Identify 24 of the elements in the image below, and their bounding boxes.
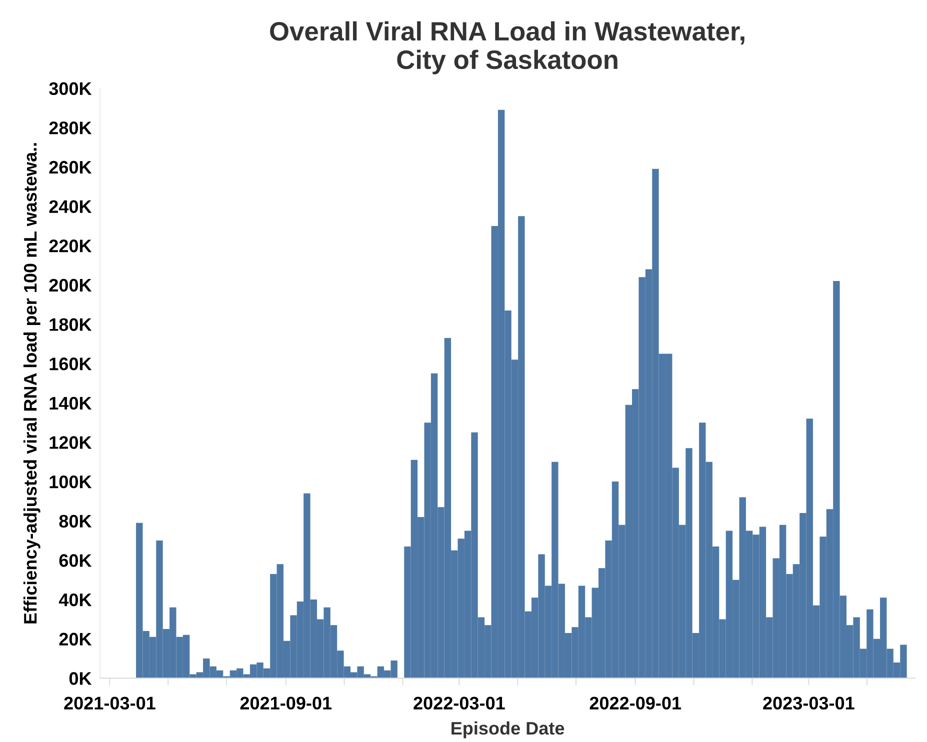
- x-tick-label: 2021-09-01: [240, 696, 332, 710]
- y-tick-label: 120K: [50, 436, 92, 449]
- y-tick-label: 140K: [50, 396, 92, 410]
- y-tick-label: 260K: [49, 160, 92, 174]
- y-tick-label: 240K: [49, 200, 92, 213]
- y-tick-label: 300K: [49, 82, 92, 96]
- y-tick-label: 40K: [58, 593, 92, 606]
- y-tick-label: 160K: [50, 358, 92, 370]
- y-tick-label: 0K: [69, 672, 92, 685]
- y-tick-label: 80K: [59, 514, 92, 528]
- x-tick-label: 2023-03-01: [763, 696, 854, 710]
- chart-title: Overall Viral RNA Load in Wastewater, City of Saskatoon: [270, 21, 744, 74]
- y-tick-label: 60K: [59, 554, 92, 567]
- x-tick-label: 2022-09-01: [590, 696, 682, 710]
- y-tick-label: 100K: [50, 475, 92, 488]
- y-tick-label: 220K: [49, 240, 92, 252]
- y-axis-title: Efficiency-adjusted viral RNA load per 100 mL wastewa..: [23, 143, 40, 624]
- x-tick-label: 2022-03-01: [414, 696, 505, 710]
- x-tick-label: 2021-03-01: [64, 696, 156, 710]
- y-tick-label: 200K: [49, 278, 92, 292]
- y-tick-label: 280K: [49, 122, 92, 134]
- x-axis-title: Episode Date: [452, 721, 564, 738]
- y-tick-label: 180K: [50, 318, 92, 331]
- y-tick-label: 20K: [59, 632, 92, 646]
